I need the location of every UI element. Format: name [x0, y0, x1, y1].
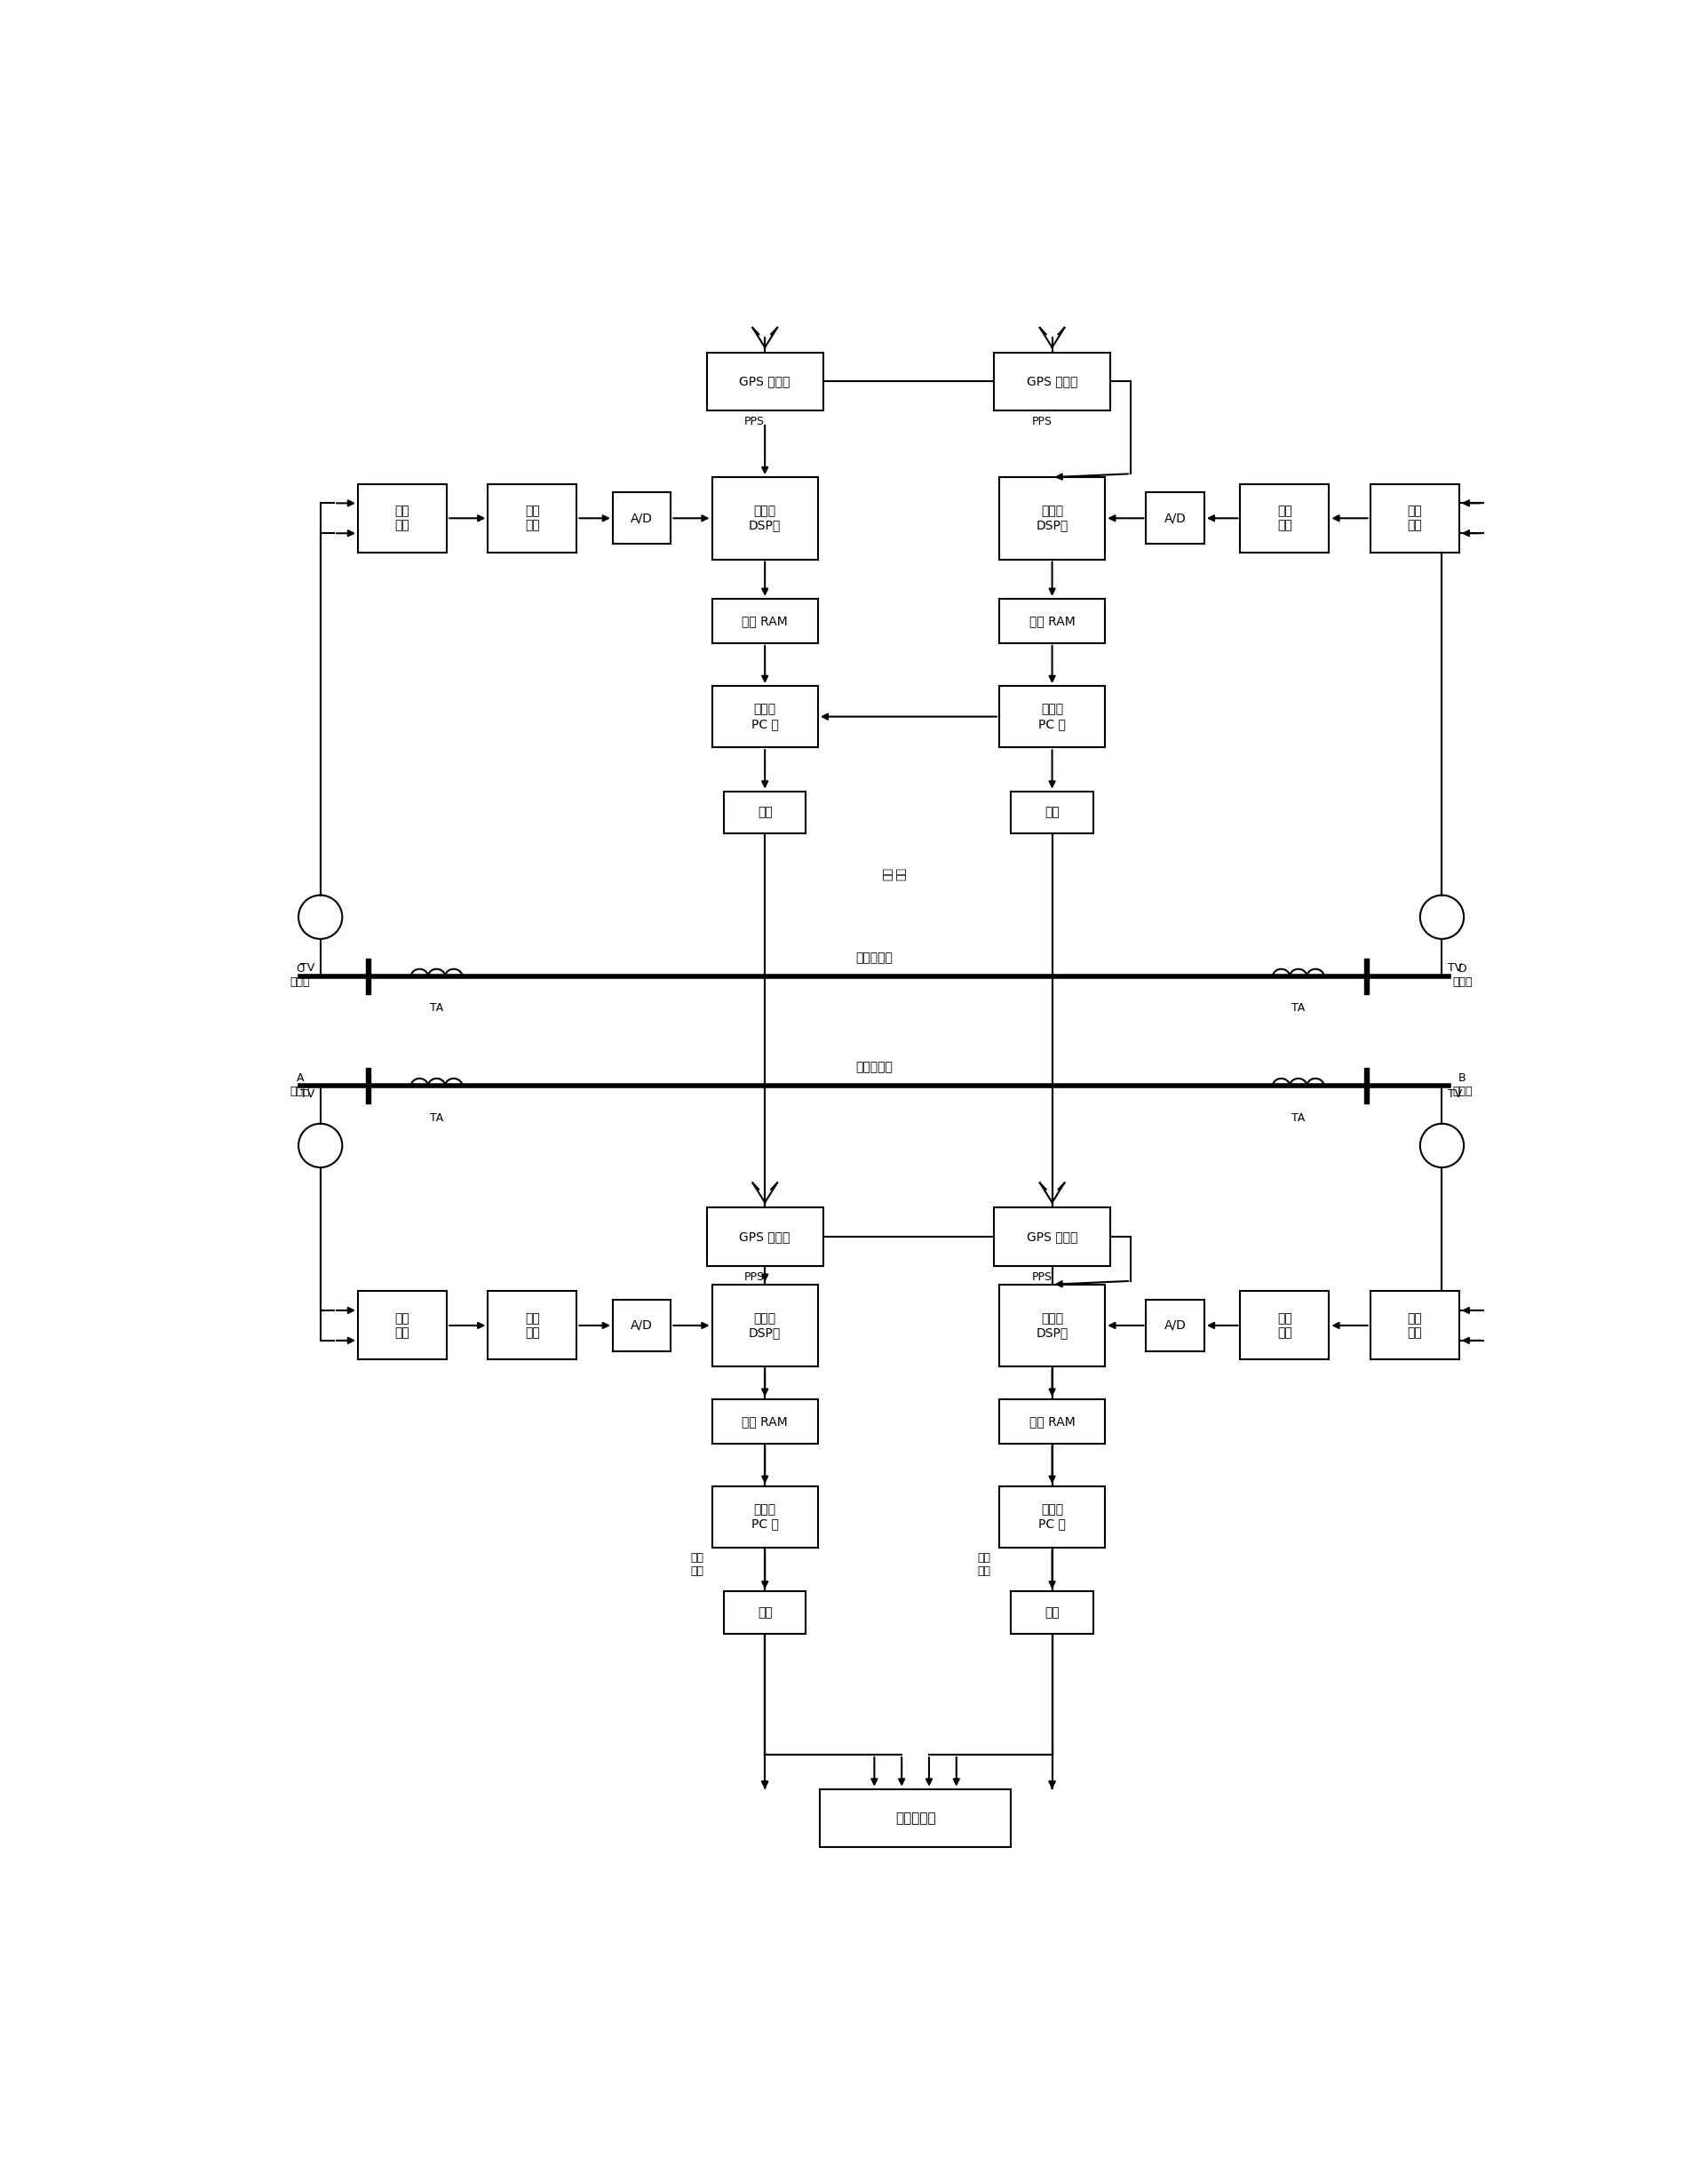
Text: 中心计算机: 中心计算机 [895, 1811, 936, 1826]
FancyBboxPatch shape [1146, 1299, 1204, 1351]
Text: 模拟
滤波: 模拟 滤波 [524, 505, 540, 531]
FancyBboxPatch shape [724, 1593, 806, 1634]
FancyBboxPatch shape [994, 352, 1110, 410]
Text: TA: TA [1291, 1111, 1305, 1124]
Bar [366, 1068, 371, 1103]
Text: 嵌入式
PC 卡: 嵌入式 PC 卡 [1038, 1504, 1066, 1530]
Text: 时间
信息: 时间 信息 [977, 1552, 991, 1577]
FancyBboxPatch shape [724, 792, 806, 833]
FancyBboxPatch shape [999, 686, 1105, 747]
FancyBboxPatch shape [1011, 1593, 1093, 1634]
Text: 互感线路一: 互感线路一 [856, 952, 893, 965]
Text: 互感线路二: 互感线路二 [856, 1062, 893, 1075]
Text: C
变电站: C 变电站 [290, 962, 311, 988]
Text: PPS: PPS [1032, 1271, 1052, 1282]
Text: 嵌入式
PC 卡: 嵌入式 PC 卡 [1038, 704, 1066, 729]
FancyBboxPatch shape [712, 686, 818, 747]
FancyBboxPatch shape [488, 483, 577, 552]
FancyBboxPatch shape [1240, 483, 1329, 552]
Text: GPS 接收机: GPS 接收机 [740, 1230, 791, 1243]
Text: 双口 RAM: 双口 RAM [1030, 1416, 1074, 1426]
Text: A/D: A/D [1165, 1319, 1187, 1331]
Text: 时间
信息: 时间 信息 [883, 868, 907, 880]
FancyBboxPatch shape [359, 1290, 447, 1360]
Text: 嵌入式
PC 卡: 嵌入式 PC 卡 [752, 704, 779, 729]
Text: 网络: 网络 [1045, 807, 1059, 818]
FancyBboxPatch shape [1146, 492, 1204, 544]
Text: TV: TV [301, 962, 314, 973]
Text: 隔离
变换: 隔离 变换 [395, 1312, 410, 1338]
Text: 隔离
变换: 隔离 变换 [395, 505, 410, 531]
FancyBboxPatch shape [707, 352, 823, 410]
FancyBboxPatch shape [999, 477, 1105, 559]
Text: GPS 接收机: GPS 接收机 [1027, 1230, 1078, 1243]
Text: 网络: 网络 [1045, 1606, 1059, 1618]
FancyBboxPatch shape [613, 492, 671, 544]
FancyBboxPatch shape [712, 1284, 818, 1366]
FancyBboxPatch shape [712, 1487, 818, 1547]
Text: 双口 RAM: 双口 RAM [1030, 615, 1074, 628]
Text: 双口 RAM: 双口 RAM [741, 615, 787, 628]
FancyBboxPatch shape [999, 598, 1105, 643]
Text: 嵌入式
DSP卡: 嵌入式 DSP卡 [1037, 505, 1068, 531]
Text: 双口 RAM: 双口 RAM [741, 1416, 787, 1426]
FancyBboxPatch shape [1370, 1290, 1459, 1360]
Text: 网络: 网络 [757, 1606, 772, 1618]
FancyBboxPatch shape [999, 1284, 1105, 1366]
Text: GPS 接收机: GPS 接收机 [1027, 375, 1078, 388]
Bar [1365, 1068, 1370, 1103]
Text: A/D: A/D [630, 511, 652, 524]
Text: A/D: A/D [1165, 511, 1187, 524]
Text: A/D: A/D [630, 1319, 652, 1331]
Text: 嵌入式
DSP卡: 嵌入式 DSP卡 [748, 505, 781, 531]
Text: PPS: PPS [1032, 416, 1052, 427]
Text: PPS: PPS [745, 416, 765, 427]
FancyBboxPatch shape [707, 1208, 823, 1265]
Text: 隔离
变换: 隔离 变换 [1407, 505, 1423, 531]
Text: 时间
信息: 时间 信息 [690, 1552, 704, 1577]
FancyBboxPatch shape [999, 1398, 1105, 1444]
FancyBboxPatch shape [712, 477, 818, 559]
FancyBboxPatch shape [820, 1789, 1011, 1847]
Text: 隔离
变换: 隔离 变换 [1407, 1312, 1423, 1338]
FancyBboxPatch shape [1370, 483, 1459, 552]
Text: 网络: 网络 [757, 807, 772, 818]
Text: 模拟
滤波: 模拟 滤波 [1278, 1312, 1293, 1338]
Text: TV: TV [301, 1088, 314, 1101]
FancyBboxPatch shape [712, 1398, 818, 1444]
FancyBboxPatch shape [488, 1290, 577, 1360]
Text: TV: TV [1447, 962, 1462, 973]
Text: TA: TA [1291, 1003, 1305, 1014]
FancyBboxPatch shape [994, 1208, 1110, 1265]
Bar [366, 958, 371, 995]
Text: 模拟
滤波: 模拟 滤波 [1278, 505, 1293, 531]
Text: 嵌入式
DSP卡: 嵌入式 DSP卡 [748, 1312, 781, 1338]
Text: B
变电站: B 变电站 [1452, 1073, 1472, 1096]
FancyBboxPatch shape [999, 1487, 1105, 1547]
Text: 模拟
滤波: 模拟 滤波 [524, 1312, 540, 1338]
Text: TA: TA [430, 1111, 444, 1124]
Text: 嵌入式
PC 卡: 嵌入式 PC 卡 [752, 1504, 779, 1530]
Bar [1365, 958, 1370, 995]
Text: PPS: PPS [745, 1271, 765, 1282]
FancyBboxPatch shape [712, 598, 818, 643]
Text: A
变电站: A 变电站 [290, 1073, 311, 1096]
Text: TA: TA [430, 1003, 444, 1014]
FancyBboxPatch shape [613, 1299, 671, 1351]
FancyBboxPatch shape [359, 483, 447, 552]
FancyBboxPatch shape [1240, 1290, 1329, 1360]
FancyBboxPatch shape [1011, 792, 1093, 833]
Text: TV: TV [1447, 1088, 1462, 1101]
Text: 嵌入式
DSP卡: 嵌入式 DSP卡 [1037, 1312, 1068, 1338]
Text: D
变电站: D 变电站 [1452, 962, 1472, 988]
Text: GPS 接收机: GPS 接收机 [740, 375, 791, 388]
